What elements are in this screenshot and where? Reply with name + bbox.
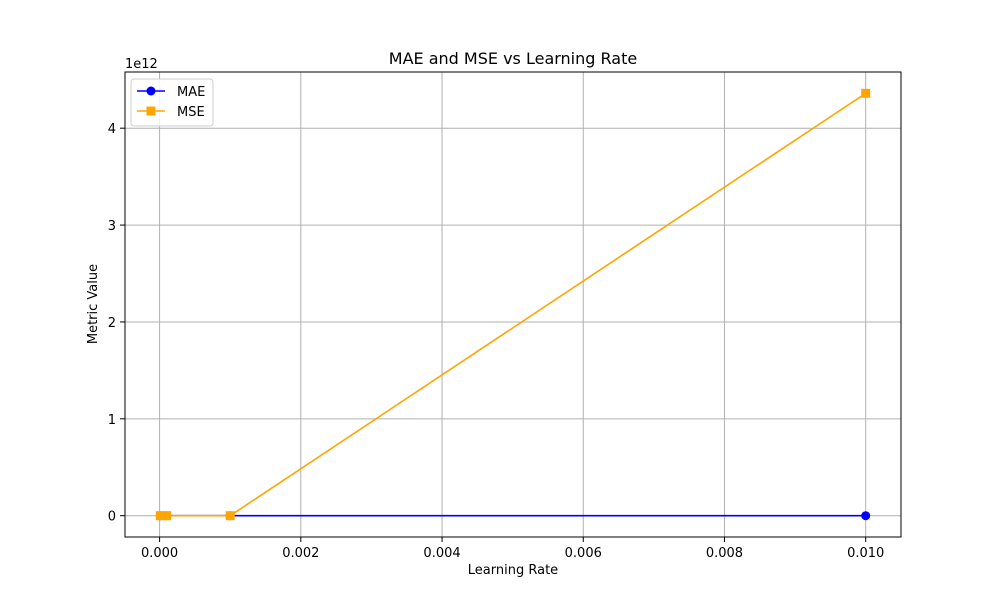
- y-axis: 0 1 2 3 4: [108, 122, 125, 525]
- x-tick-label: 0.008: [706, 546, 743, 561]
- y-offset-text: 1e12: [125, 57, 158, 72]
- legend-marker-mae: [146, 86, 156, 96]
- y-tick-label: 2: [108, 316, 116, 331]
- chart-title: MAE and MSE vs Learning Rate: [389, 49, 637, 68]
- data-point-mae: [861, 511, 871, 521]
- x-tick-label: 0.000: [141, 546, 178, 561]
- grid-layer: [125, 72, 901, 537]
- legend-label-mse: MSE: [177, 105, 205, 120]
- y-axis-label: Metric Value: [86, 264, 101, 344]
- x-tick-label: 0.006: [565, 546, 602, 561]
- data-point-mse: [162, 511, 172, 521]
- x-tick-label: 0.002: [282, 546, 319, 561]
- y-tick-label: 3: [108, 219, 116, 234]
- data-point-mse: [861, 88, 871, 98]
- legend: MAE MSE: [130, 78, 214, 127]
- data-point-mse: [155, 511, 165, 521]
- x-tick-label: 0.004: [423, 546, 460, 561]
- y-tick-label: 1: [108, 413, 116, 428]
- series-line-mse: [160, 92, 867, 517]
- data-point-mse: [225, 511, 235, 521]
- x-axis-label: Learning Rate: [468, 563, 558, 578]
- y-tick-label: 4: [108, 122, 116, 137]
- x-axis: 0.000 0.002 0.004 0.006 0.008 0.010: [141, 537, 884, 561]
- legend-label-mae: MAE: [177, 85, 205, 100]
- x-tick-label: 0.010: [847, 546, 884, 561]
- legend-marker-mse: [146, 106, 156, 116]
- series-markers: [155, 88, 871, 521]
- series-lines: [160, 92, 867, 517]
- y-tick-label: 0: [108, 510, 116, 525]
- plot-frame: [124, 71, 902, 538]
